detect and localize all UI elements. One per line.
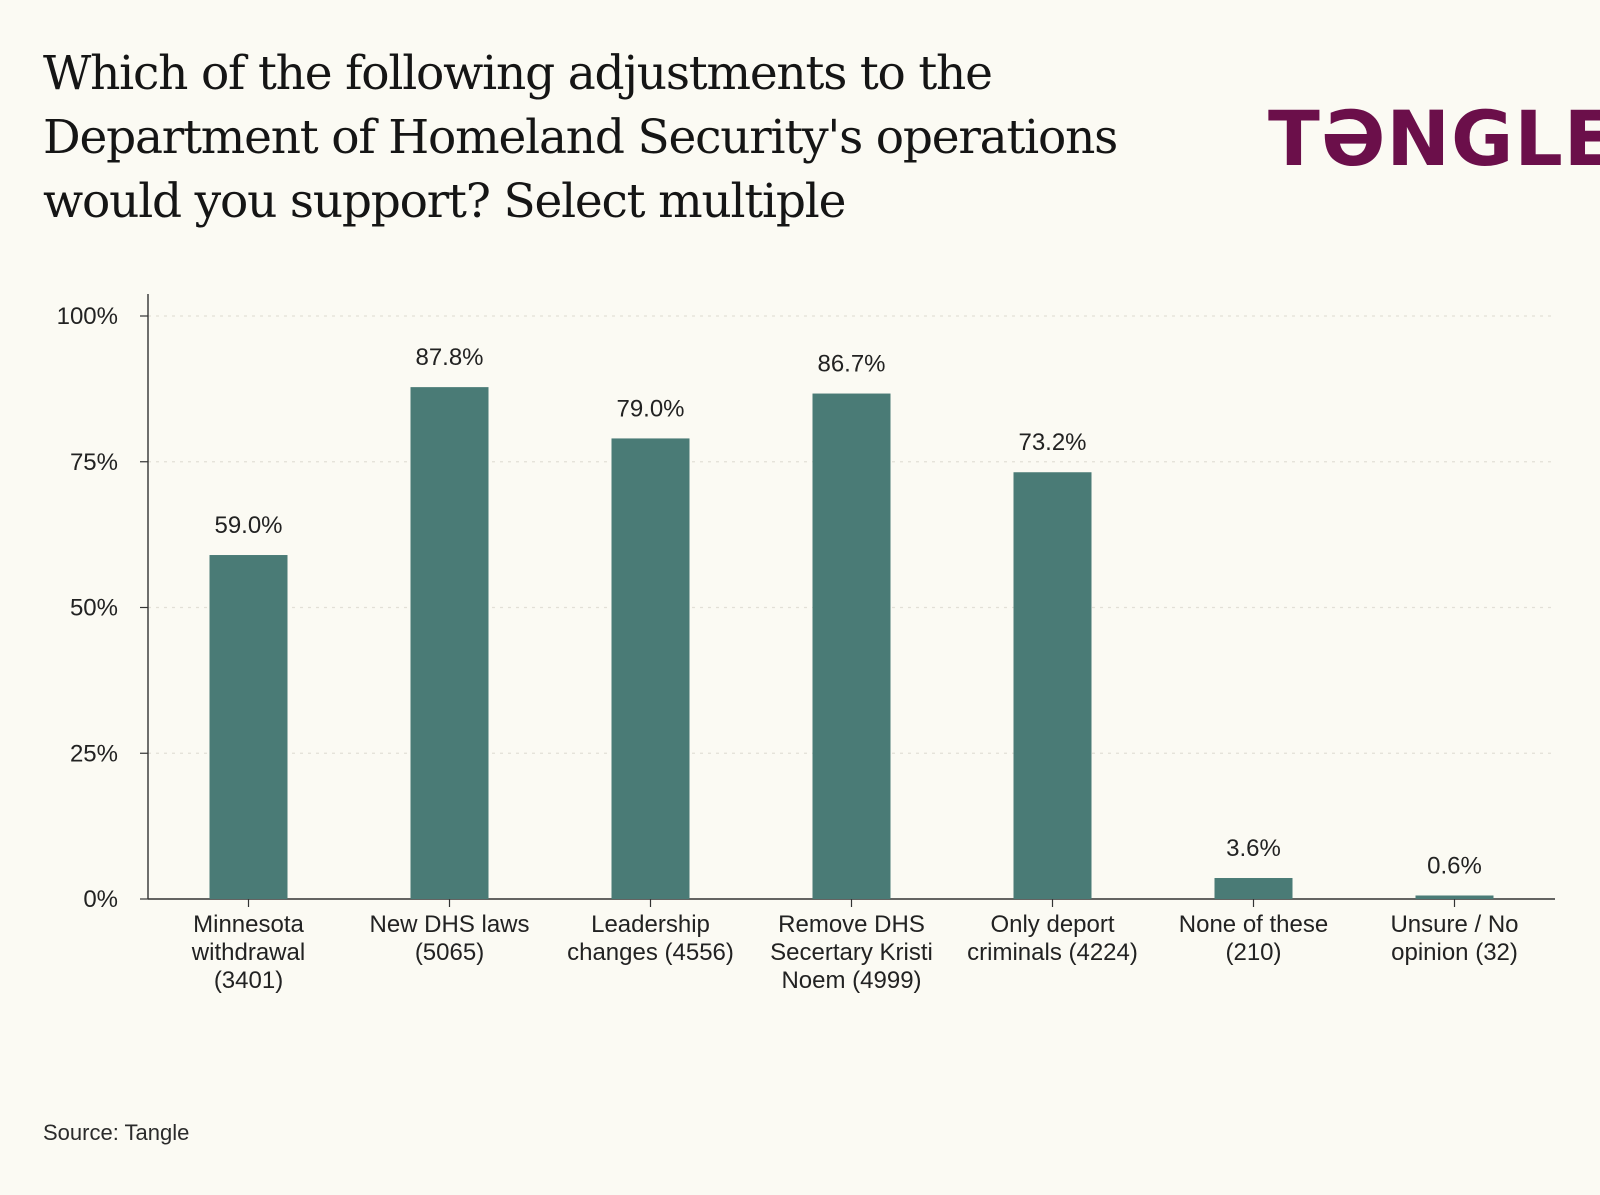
x-tick-label: Only deport criminals (4224): [967, 911, 1138, 966]
x-tick-label-line: (5065): [415, 939, 484, 966]
x-tick-label-line: criminals (4224): [967, 939, 1138, 966]
x-tick-label-line: (3401): [214, 967, 283, 994]
x-tick-label: Minnesota withdrawal (3401): [191, 911, 305, 994]
x-tick-label: Leadership changes (4556): [567, 911, 734, 966]
y-tick-label: 100%: [57, 303, 118, 330]
data-label: 3.6%: [1226, 835, 1281, 862]
y-tick-label: 25%: [70, 740, 118, 767]
x-tick-label-line: Secertary Kristi: [770, 939, 933, 966]
x-tick-label-line: Minnesota: [193, 911, 304, 938]
bar: [611, 438, 690, 899]
data-label: 59.0%: [214, 512, 282, 539]
y-tick-label: 50%: [70, 595, 118, 622]
y-tick-label: 0%: [83, 886, 118, 913]
x-tick-label-line: (210): [1225, 939, 1281, 966]
data-label: 0.6%: [1427, 853, 1482, 880]
x-tick-label: Unsure / No opinion (32): [1390, 911, 1518, 966]
data-label: 73.2%: [1018, 429, 1086, 456]
x-tick-label-line: Only deport: [990, 911, 1114, 938]
x-tick-label-line: changes (4556): [567, 939, 734, 966]
x-tick-label-line: New DHS laws: [369, 911, 529, 938]
bar: [1415, 895, 1494, 899]
x-tick-label-line: Unsure / No: [1390, 911, 1518, 938]
data-label: 87.8%: [415, 344, 483, 371]
x-tick-label-line: None of these: [1179, 911, 1328, 938]
bar: [812, 393, 891, 899]
x-tick-label: None of these (210): [1179, 911, 1328, 966]
data-label: 79.0%: [616, 395, 684, 422]
source-note: Source: Tangle: [43, 1120, 190, 1145]
data-label: 86.7%: [817, 351, 885, 378]
x-tick-label-line: Remove DHS: [778, 911, 925, 938]
bar: [209, 555, 288, 899]
x-tick-label-line: withdrawal: [191, 939, 305, 966]
x-tick-label-line: Leadership: [591, 911, 710, 938]
bar: [1013, 472, 1092, 899]
bar: [410, 387, 489, 899]
tangle-logo: TƏNGLE: [1268, 94, 1600, 183]
bar: [1214, 878, 1293, 899]
x-tick-label-line: opinion (32): [1391, 939, 1518, 966]
chart-title: Which of the following adjustments to th…: [43, 46, 1118, 229]
y-tick-label: 75%: [70, 449, 118, 476]
x-tick-label: Remove DHS Secertary Kristi Noem (4999): [770, 911, 933, 994]
x-tick-label-line: Noem (4999): [781, 967, 921, 994]
x-tick-label: New DHS laws (5065): [369, 911, 529, 966]
